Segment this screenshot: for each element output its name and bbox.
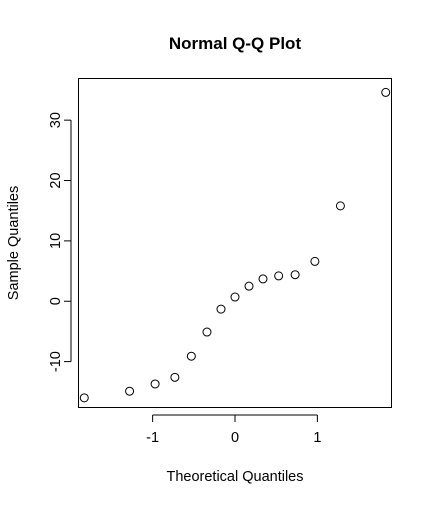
data-point — [170, 372, 180, 382]
data-point — [186, 351, 196, 361]
chart-title: Normal Q-Q Plot — [169, 34, 302, 53]
data-point — [258, 274, 268, 284]
data-point — [216, 304, 226, 314]
x-tick-label: 0 — [231, 430, 239, 446]
x-axis-label: Theoretical Quantiles — [166, 469, 303, 485]
data-point — [125, 386, 135, 396]
data-point — [244, 281, 254, 291]
y-tick-label: 0 — [48, 297, 64, 305]
y-tick-label: 30 — [48, 112, 64, 128]
y-axis-label: Sample Quantiles — [6, 186, 22, 300]
data-point — [79, 393, 89, 403]
y-tick-label: 10 — [48, 233, 64, 249]
x-tick-label: 1 — [313, 430, 321, 446]
y-tick-label: 20 — [48, 172, 64, 188]
data-point — [274, 271, 284, 281]
data-points — [79, 87, 391, 403]
data-point — [150, 379, 160, 389]
plot-area-frame — [78, 78, 392, 408]
data-point — [230, 292, 240, 302]
data-point — [310, 256, 320, 266]
x-tick-label: -1 — [146, 430, 159, 446]
x-axis: -1 0 1 — [146, 414, 321, 446]
data-point — [335, 201, 345, 211]
data-point — [381, 87, 391, 97]
data-point — [290, 270, 300, 280]
y-tick-label: -10 — [48, 351, 64, 372]
data-point — [202, 327, 212, 337]
y-axis: -10 0 10 20 30 — [48, 112, 72, 372]
